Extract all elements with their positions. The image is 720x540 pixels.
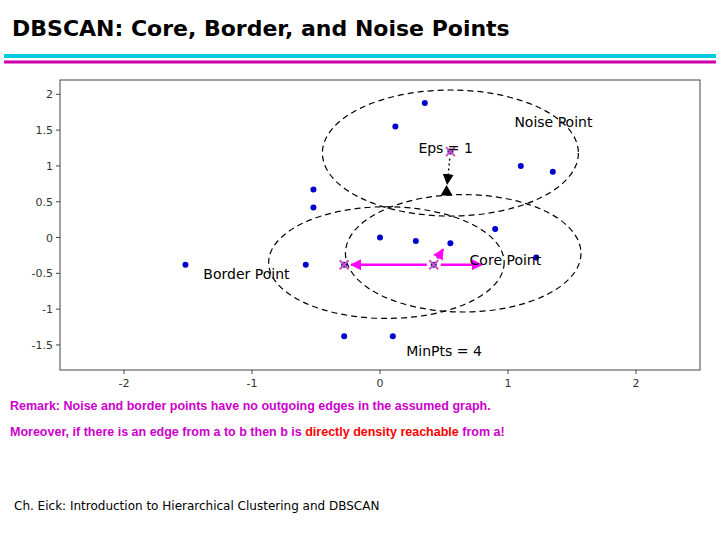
tick-label: -1.5 bbox=[32, 339, 53, 352]
arrow bbox=[351, 263, 427, 266]
plot-frame bbox=[60, 80, 700, 370]
eps-ellipse bbox=[345, 195, 581, 312]
title: DBSCAN: Core, Border, and Noise Points bbox=[12, 16, 510, 41]
point bbox=[392, 124, 398, 130]
tick bbox=[56, 273, 60, 274]
tick-label: 0 bbox=[46, 232, 53, 245]
tick-label: 2 bbox=[46, 88, 53, 101]
tick bbox=[56, 94, 60, 95]
tick-label: 1.5 bbox=[36, 124, 54, 137]
point bbox=[422, 100, 428, 106]
separator bbox=[4, 61, 716, 64]
point bbox=[518, 163, 524, 169]
arrow bbox=[447, 159, 449, 184]
tick bbox=[56, 201, 60, 202]
tick bbox=[56, 344, 60, 345]
tick-label: -0.5 bbox=[32, 267, 53, 280]
tick-label: -1 bbox=[247, 377, 258, 390]
point bbox=[310, 204, 316, 210]
point bbox=[310, 187, 316, 193]
tick-label: 2 bbox=[633, 377, 640, 390]
remark-segment: directly density reachable bbox=[305, 425, 459, 439]
point bbox=[492, 226, 498, 232]
point bbox=[390, 333, 396, 339]
tick bbox=[380, 370, 381, 374]
tick-label: 0 bbox=[377, 377, 384, 390]
arrow bbox=[437, 249, 443, 258]
tick bbox=[124, 370, 125, 374]
chart: DBSCAN: Core, Border, and Noise Points -2… bbox=[0, 0, 720, 540]
annotation: MinPts = 4 bbox=[406, 343, 482, 359]
point bbox=[413, 238, 419, 244]
annotation: Border Point bbox=[203, 266, 290, 282]
annotation: Core Point bbox=[470, 252, 542, 268]
point bbox=[341, 333, 347, 339]
remark-segment: Remark: Noise and border points have no … bbox=[10, 399, 491, 413]
remark: Moreover, if there is an edge from a to … bbox=[10, 425, 505, 439]
tick-label: 1 bbox=[505, 377, 512, 390]
tick-label: 0.5 bbox=[36, 196, 54, 209]
citation: Ch. Eick: Introduction to Hierarchical C… bbox=[14, 499, 379, 513]
eps-ellipse bbox=[322, 90, 578, 216]
tick-label: -2 bbox=[119, 377, 130, 390]
tick bbox=[56, 130, 60, 131]
point bbox=[377, 235, 383, 241]
tick bbox=[636, 370, 637, 374]
remark-segment: Moreover, if there is an edge from a to … bbox=[10, 425, 305, 439]
point bbox=[550, 169, 556, 175]
point-triangle bbox=[441, 185, 453, 196]
remark-segment: from a! bbox=[459, 425, 505, 439]
annotation: Noise Point bbox=[514, 114, 593, 130]
point bbox=[447, 240, 453, 246]
tick-label: 1 bbox=[46, 160, 53, 173]
point bbox=[182, 262, 188, 268]
point-cross bbox=[340, 260, 349, 269]
tick bbox=[56, 237, 60, 238]
remark: Remark: Noise and border points have no … bbox=[10, 399, 491, 413]
tick-label: -1 bbox=[42, 303, 53, 316]
tick bbox=[252, 370, 253, 374]
point bbox=[303, 262, 309, 268]
annotation: Eps = 1 bbox=[418, 140, 473, 156]
tick bbox=[56, 309, 60, 310]
tick bbox=[56, 165, 60, 166]
point-cross bbox=[429, 260, 438, 269]
tick bbox=[508, 370, 509, 374]
separator bbox=[4, 54, 716, 58]
